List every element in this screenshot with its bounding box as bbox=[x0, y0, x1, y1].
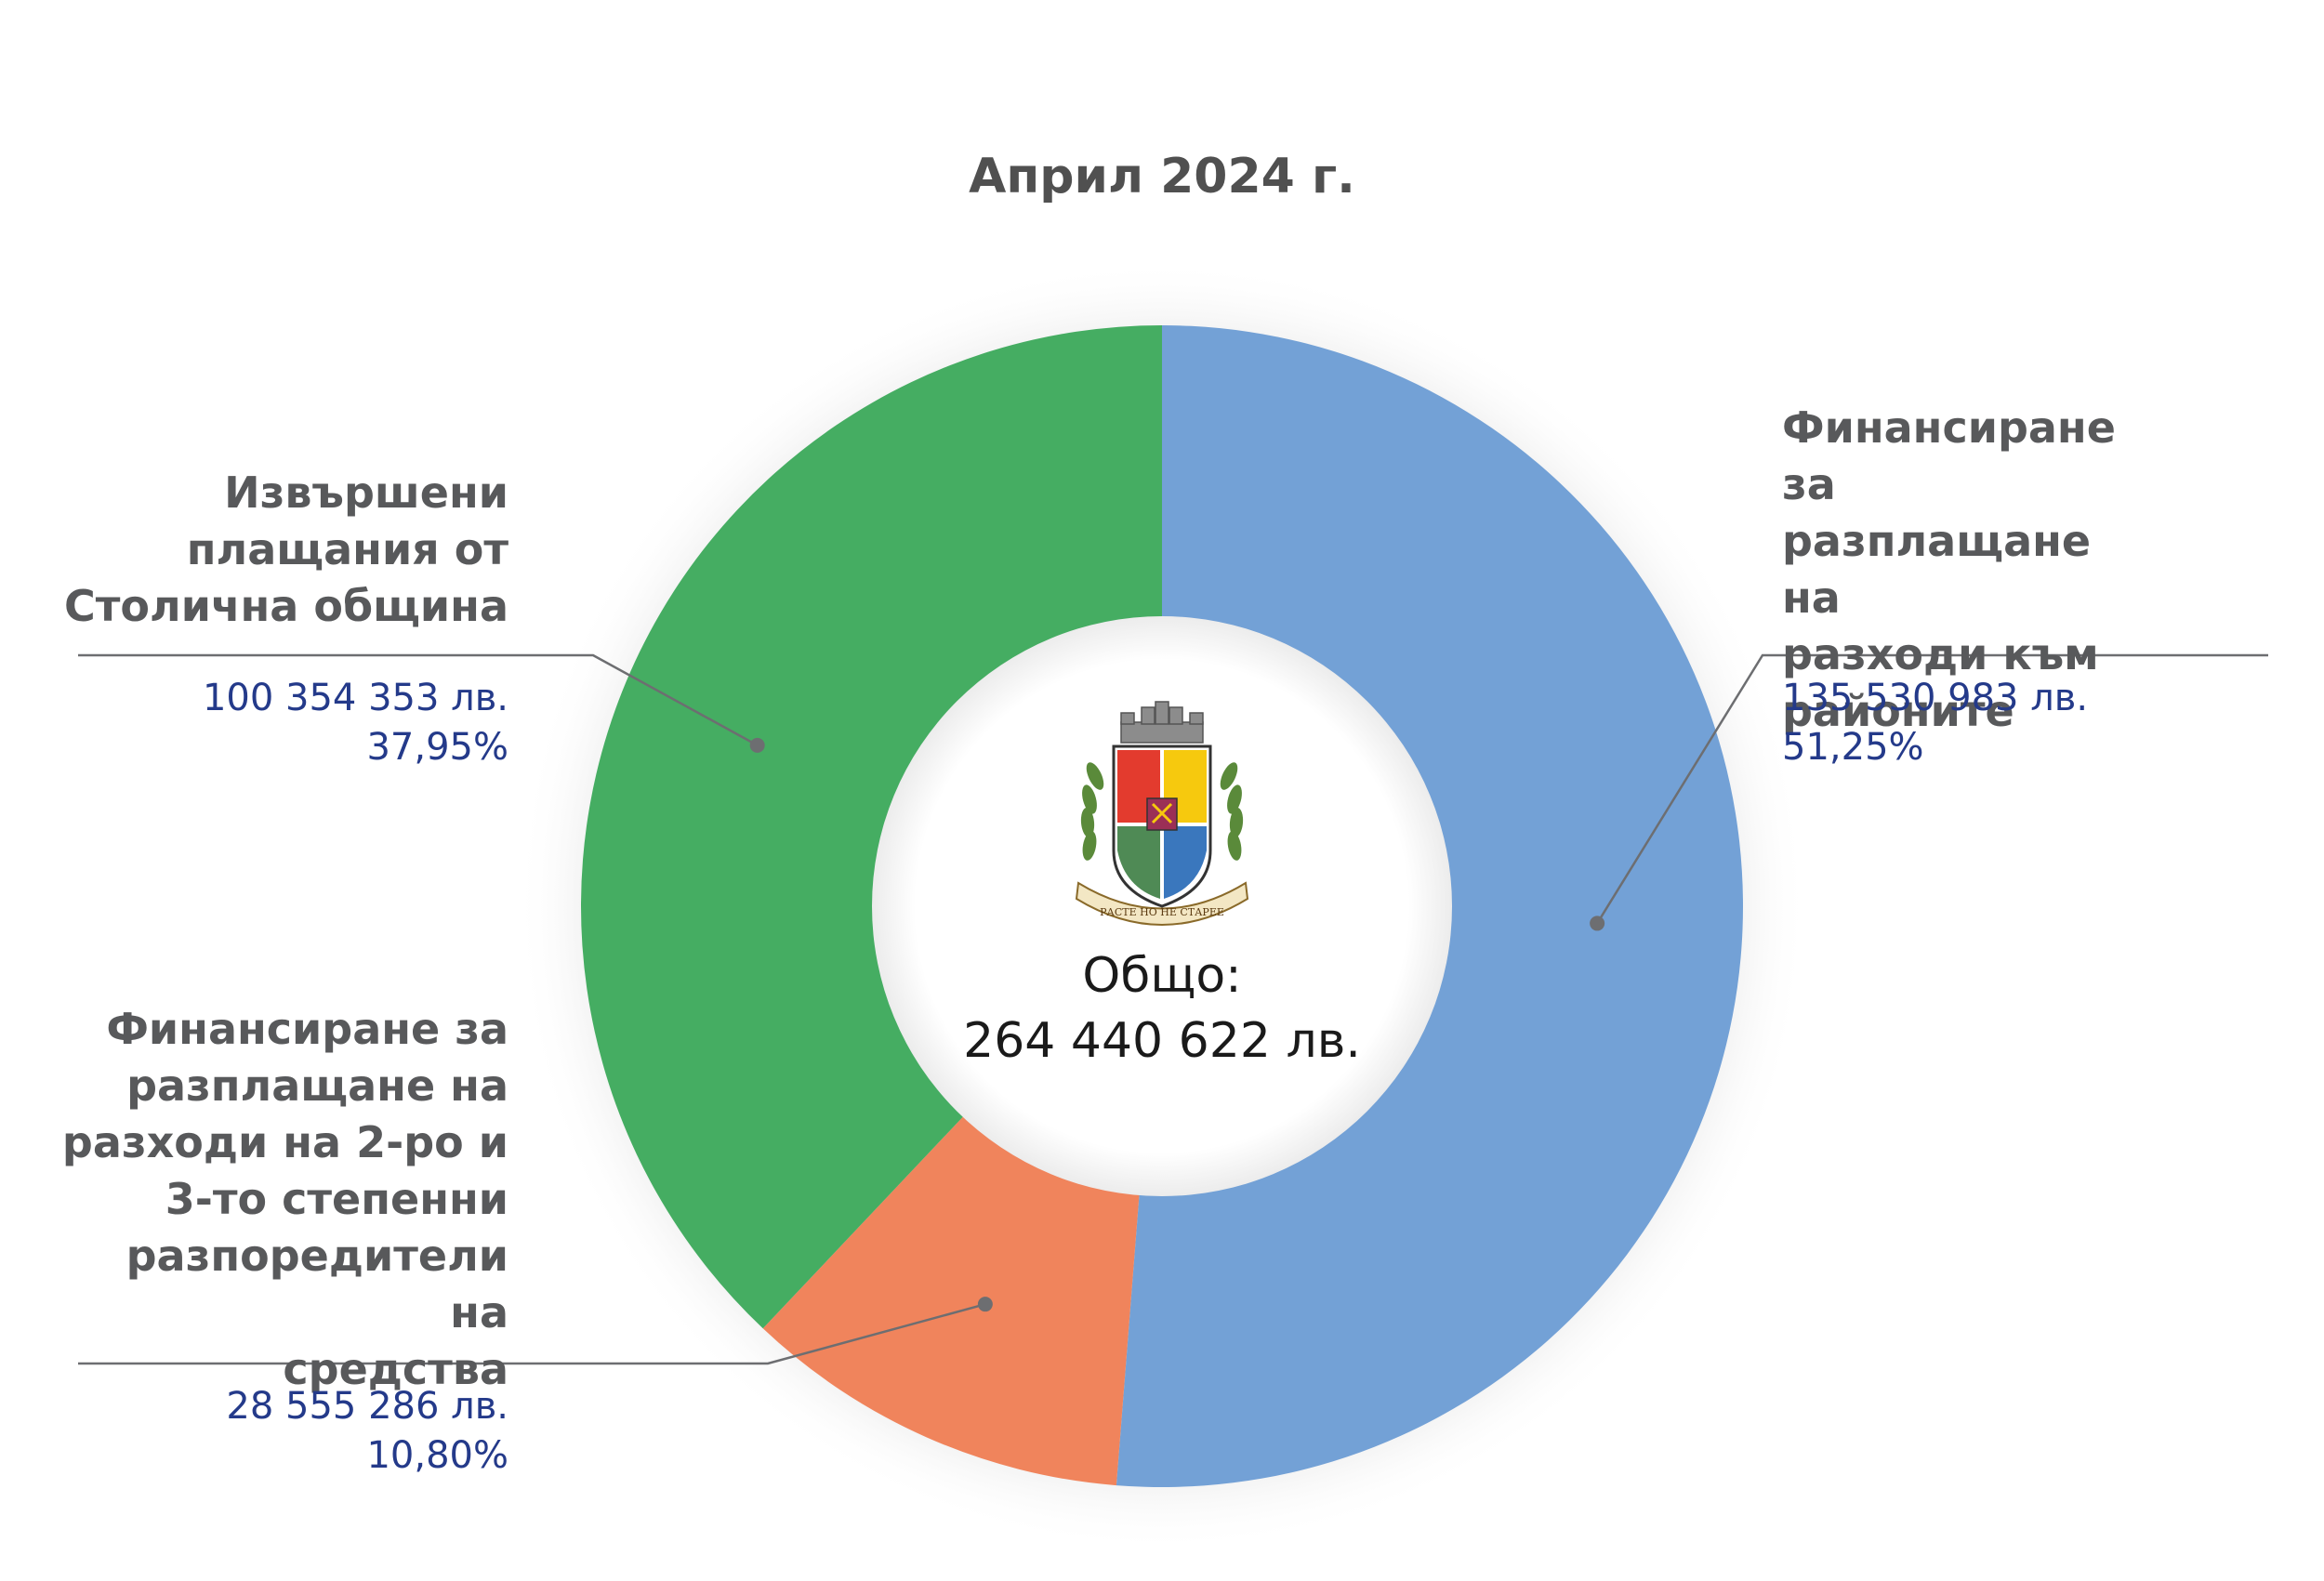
label-slice-second-tier: Финансиране за разплащане на разходи на … bbox=[61, 1004, 508, 1394]
value-slice-second-tier: 28 555 286 лв. bbox=[226, 1385, 508, 1428]
label-slice-municipality: Извършени плащания от Столична община bbox=[64, 468, 508, 631]
crown-icon bbox=[1120, 701, 1204, 744]
value-slice-districts: 135 530 983 лв. bbox=[1782, 677, 2089, 719]
sofia-coat-of-arms-icon: РАСТЕ НО НЕ СТАРЕЕ bbox=[1075, 701, 1249, 926]
slice-municipality bbox=[581, 325, 1162, 1329]
leader-line-districts bbox=[1596, 653, 2268, 925]
chart-title: Април 2024 г. bbox=[969, 149, 1355, 204]
leader-line-municipality bbox=[78, 653, 759, 746]
leader-dot-second-tier bbox=[977, 1297, 993, 1312]
percent-slice-municipality: 37,95% bbox=[366, 726, 508, 769]
leader-line-second-tier bbox=[78, 1302, 986, 1365]
label-slice-districts: Финансиране за разплащане на разходи към… bbox=[1782, 402, 2116, 736]
center-total-value: 264 440 622 лв. bbox=[963, 1013, 1361, 1069]
laurel-left-icon bbox=[1080, 762, 1104, 861]
motto-ribbon bbox=[1075, 881, 1249, 926]
percent-slice-second-tier: 10,80% bbox=[366, 1434, 508, 1477]
center-total-label: Общо: bbox=[1082, 948, 1242, 1004]
laurel-right-icon bbox=[1220, 762, 1244, 861]
motto-text: РАСТЕ НО НЕ СТАРЕЕ bbox=[1100, 906, 1224, 918]
leader-dot-municipality bbox=[749, 737, 765, 753]
leader-dot-districts bbox=[1590, 916, 1605, 931]
value-slice-municipality: 100 354 353 лв. bbox=[202, 677, 508, 719]
percent-slice-districts: 51,25% bbox=[1782, 726, 1924, 769]
